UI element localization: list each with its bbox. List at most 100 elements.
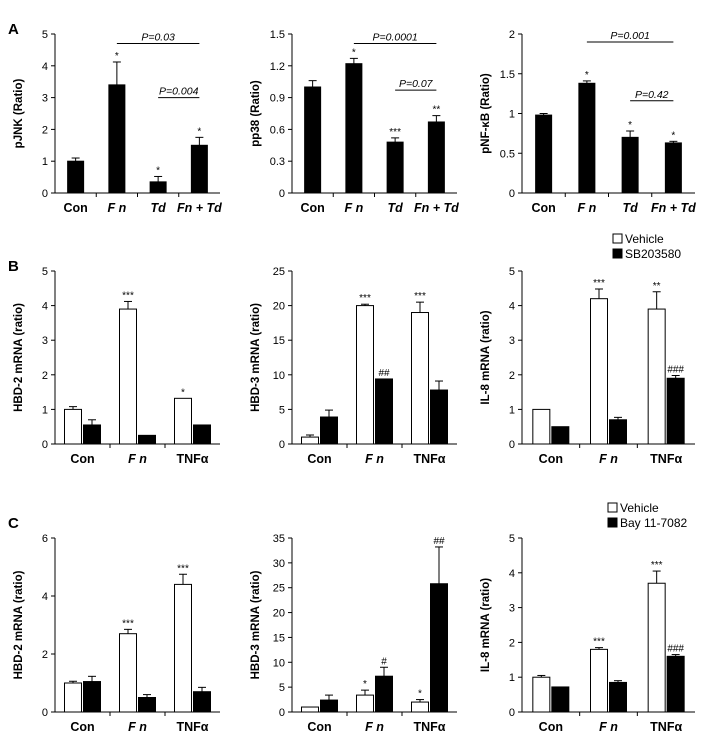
p-value-label: P=0.07 (399, 78, 434, 90)
x-category-label: Td (150, 201, 166, 215)
significance-marker: * (197, 126, 201, 137)
significance-marker: * (156, 165, 160, 176)
bar (609, 681, 627, 713)
y-tick-label: 0 (279, 707, 285, 719)
legend-label: Vehicle (620, 501, 659, 515)
y-tick-label: 1.5 (500, 69, 515, 81)
y-tick-label: 0 (509, 439, 515, 451)
x-category-label: F n (578, 201, 597, 215)
bar (108, 84, 126, 194)
legend-swatch (612, 233, 623, 244)
bar (301, 436, 319, 445)
bar (67, 160, 85, 194)
legend-swatch (612, 248, 623, 259)
bar (590, 648, 608, 713)
significance-marker: ### (667, 644, 684, 655)
panel-letter-a: A (8, 21, 19, 38)
bar (174, 583, 192, 713)
y-tick-label: 2 (509, 637, 515, 649)
significance-marker: *** (593, 637, 605, 648)
significance-marker: *** (389, 127, 401, 138)
y-tick-label: 2 (42, 124, 48, 136)
x-category-label: Con (307, 452, 331, 466)
bar (578, 82, 596, 194)
bar (119, 633, 137, 713)
y-tick-label: 10 (273, 657, 285, 669)
p-value-label: P=0.42 (635, 89, 669, 101)
legend-swatch (607, 502, 618, 513)
y-tick-label: 1 (509, 672, 515, 684)
y-tick-label: 30 (273, 558, 285, 570)
bar (83, 681, 101, 713)
bar (190, 144, 208, 194)
significance-marker: ## (433, 536, 445, 547)
bar (590, 298, 608, 445)
x-category-label: Fn + Td (414, 201, 459, 215)
bar (532, 408, 551, 445)
x-category-label: Fn + Td (177, 201, 222, 215)
significance-marker: * (352, 47, 356, 58)
y-axis-label: HBD-3 mRNA (ratio) (250, 303, 262, 412)
bar (647, 582, 666, 713)
bar (535, 114, 553, 194)
y-tick-label: 0.6 (270, 124, 285, 136)
y-tick-label: 4 (509, 568, 515, 580)
x-category-label: Con (63, 201, 87, 215)
x-category-label: Con (531, 201, 555, 215)
significance-marker: *** (651, 560, 663, 571)
chart-9: 0 1 2 3 4 5 IL-8 mRNA (ratio) Con F n TNFα *** *** #… (480, 501, 695, 734)
x-category-label: Fn + Td (651, 201, 696, 215)
x-category-label: F n (599, 452, 618, 466)
x-category-label: F n (108, 201, 127, 215)
x-category-label: Con (70, 720, 94, 734)
bar (375, 675, 393, 713)
y-tick-label: 10 (273, 370, 285, 382)
x-category-label: F n (365, 452, 384, 466)
y-tick-label: 5 (509, 533, 515, 545)
bar (621, 136, 639, 194)
significance-marker: * (628, 120, 632, 131)
y-tick-label: 0 (42, 188, 48, 200)
y-tick-label: 25 (273, 583, 285, 595)
p-value-label: P=0.0001 (372, 32, 417, 44)
y-tick-label: 2 (42, 370, 48, 382)
x-category-label: Con (70, 452, 94, 466)
y-tick-label: 1 (509, 109, 515, 121)
y-axis-label: HBD-2 mRNA (ratio) (13, 303, 25, 412)
y-axis-label: IL-8 mRNA (ratio) (480, 578, 492, 672)
significance-marker: *** (414, 291, 426, 302)
y-tick-label: 3 (42, 93, 48, 105)
y-tick-label: 2 (509, 29, 515, 41)
x-category-label: F n (365, 720, 384, 734)
y-tick-label: 15 (273, 335, 285, 347)
bar (551, 686, 570, 713)
y-tick-label: 3 (509, 335, 515, 347)
bar (609, 419, 627, 445)
bar (320, 416, 338, 445)
y-tick-label: 4 (42, 61, 48, 73)
y-tick-label: 2 (509, 370, 515, 382)
x-category-label: Td (387, 201, 403, 215)
bar (193, 424, 211, 445)
y-tick-label: 0.5 (500, 148, 515, 160)
significance-marker: *** (177, 563, 189, 574)
x-category-label: F n (345, 201, 364, 215)
bar (427, 121, 445, 194)
bar (149, 181, 167, 194)
chart-1: 0 1 2 3 4 5 pJNK (Ratio) Con F n Td Fn + Td * * * P=0.… (13, 29, 222, 215)
bar (138, 434, 156, 445)
significance-marker: *** (122, 290, 134, 301)
x-category-label: Con (539, 452, 563, 466)
significance-marker: ### (667, 364, 684, 375)
y-tick-label: 0 (42, 707, 48, 719)
significance-marker: *** (122, 618, 134, 629)
y-tick-label: 20 (273, 608, 285, 620)
chart-8: 0 5 10 15 20 25 30 35 HBD-3 mRNA (ratio) Con F n TN… (250, 533, 457, 734)
y-axis-label: pJNK (Ratio) (13, 79, 25, 149)
y-tick-label: 0 (509, 188, 515, 200)
bar (411, 701, 429, 713)
x-category-label: Con (307, 720, 331, 734)
x-category-label: TNFα (650, 452, 682, 466)
legend-label: Bay 11-7082 (620, 516, 687, 530)
